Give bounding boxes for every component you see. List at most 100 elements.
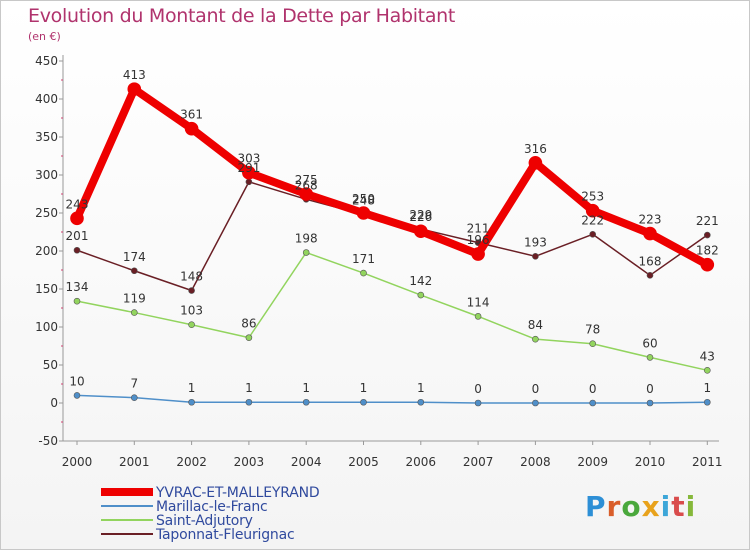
data-point [703, 367, 711, 374]
x-tick-label: 2004 [291, 455, 322, 469]
data-label: 211 [467, 222, 490, 236]
data-point [413, 224, 428, 239]
data-label: 84 [528, 318, 543, 332]
data-label: 0 [646, 382, 654, 396]
data-label: 291 [237, 161, 260, 175]
data-point [532, 335, 539, 343]
data-label: 60 [642, 336, 657, 350]
data-point [528, 156, 543, 170]
data-label: 148 [180, 270, 203, 284]
data-point [360, 398, 367, 406]
data-label: 268 [295, 178, 318, 192]
data-label: 221 [696, 214, 719, 228]
data-point [73, 392, 81, 399]
data-point [302, 398, 310, 406]
y-tick-label: 300 [35, 168, 58, 182]
data-label: 253 [581, 190, 604, 204]
data-point [646, 354, 654, 361]
x-tick-label: 2002 [176, 455, 207, 469]
logo-letter: x [641, 490, 661, 523]
legend-label: YVRAC-ET-MALLEYRAND [156, 485, 320, 501]
legend-item: Saint-Adjutory [101, 514, 401, 528]
chart-title: Evolution du Montant de la Dette par Hab… [28, 5, 456, 27]
data-label: 103 [180, 304, 203, 318]
y-tick-label: 100 [35, 320, 58, 334]
y-tick-label: 50 [43, 358, 58, 372]
data-point [188, 398, 195, 406]
data-point [70, 211, 84, 226]
data-label: 361 [180, 108, 203, 122]
data-point [417, 291, 425, 299]
data-point [356, 206, 371, 220]
logo-letter: i [660, 490, 672, 523]
series-line [76, 394, 709, 404]
x-tick-label: 2008 [520, 455, 551, 469]
data-point [589, 340, 597, 348]
data-point [299, 187, 314, 201]
legend-swatch [101, 488, 153, 496]
data-point [643, 226, 657, 241]
x-tick-label: 2007 [463, 455, 494, 469]
series-line [76, 181, 709, 292]
data-label: 168 [639, 254, 662, 268]
data-label: 229 [409, 208, 432, 222]
data-label: 201 [66, 229, 89, 243]
proxiti-logo: Proxiti [585, 490, 696, 523]
series-line [76, 251, 709, 372]
series-line [73, 85, 712, 269]
legend-item: Marillac-le-Franc [101, 500, 401, 514]
legend: YVRAC-ET-MALLEYRAND Marillac-le-Franc Sain… [101, 486, 401, 542]
data-label: 86 [241, 317, 256, 331]
data-point [646, 272, 654, 279]
data-label: 1 [703, 381, 711, 395]
y-tick-label: 150 [35, 282, 58, 296]
y-tick-label: 400 [35, 92, 58, 106]
data-label: 303 [237, 152, 260, 166]
legend-swatch [101, 505, 153, 507]
data-label: 7 [130, 377, 138, 391]
data-point [417, 398, 425, 406]
data-label: 1 [360, 381, 368, 395]
chart-unit: (en €) [28, 30, 61, 43]
data-label: 10 [69, 374, 84, 388]
data-label: 78 [585, 323, 600, 337]
x-tick-label: 2006 [406, 455, 437, 469]
x-tick-label: 2011 [692, 455, 723, 469]
data-point [646, 399, 654, 407]
data-label: 114 [467, 295, 490, 309]
data-point [184, 121, 199, 136]
data-label: 413 [123, 68, 146, 82]
data-point [360, 269, 367, 277]
data-point [188, 321, 195, 329]
y-tick-label: 450 [35, 54, 58, 68]
data-point [703, 231, 711, 239]
data-point [302, 249, 310, 256]
data-label: 243 [66, 197, 89, 211]
legend-label: Saint-Adjutory [156, 513, 253, 529]
data-point [700, 257, 715, 272]
data-point [474, 313, 482, 320]
logo-letter: r [606, 490, 622, 523]
data-label: 250 [352, 192, 375, 206]
data-label: 134 [66, 280, 89, 294]
data-label: 1 [417, 381, 425, 395]
data-label: 142 [409, 274, 432, 288]
data-point [589, 230, 597, 238]
data-label: 171 [352, 252, 375, 266]
data-label: 226 [409, 210, 432, 224]
y-tick-label: -50 [38, 434, 58, 448]
data-point [474, 399, 482, 407]
data-label: 1 [245, 381, 253, 395]
legend-item: YVRAC-ET-MALLEYRAND [101, 486, 401, 500]
data-label: 119 [123, 292, 146, 306]
data-label: 174 [123, 250, 146, 264]
data-point [532, 399, 539, 407]
data-label: 193 [524, 235, 547, 249]
data-point [585, 203, 600, 218]
logo-letter: t [671, 490, 686, 523]
y-tick-label: 200 [35, 244, 58, 258]
data-point [532, 253, 539, 260]
data-point [245, 178, 253, 186]
data-label: 0 [474, 382, 482, 396]
data-label: 222 [581, 213, 604, 227]
